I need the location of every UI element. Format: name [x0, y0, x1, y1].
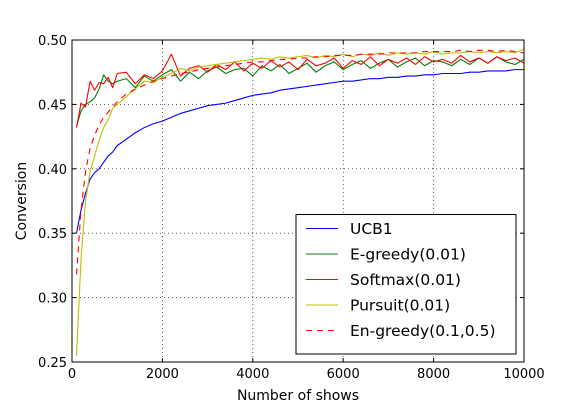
x-tick-label: 4000 [236, 367, 269, 382]
y-tick-label: 0.25 [38, 356, 67, 371]
x-tick-label: 2000 [146, 367, 179, 382]
axis-ticks [71, 39, 525, 363]
legend: UCB1 E-greedy(0.01) Softmax(0.01) Pursuit(0… [295, 214, 517, 355]
series-line-0 [75, 69, 524, 234]
y-tick-label: 0.35 [38, 227, 67, 242]
x-tick-label: 6000 [327, 367, 360, 382]
y-tick-label: 0.50 [38, 34, 67, 49]
x-tick-label: 0 [68, 367, 76, 382]
x-tick-label: 8000 [417, 367, 450, 382]
x-tick-label: 10000 [503, 367, 544, 382]
series-line-4 [75, 49, 525, 275]
legend-label-0: UCB1 [350, 220, 393, 238]
legend-label-2: Softmax(0.01) [350, 271, 461, 289]
plot-area-frame [71, 39, 525, 363]
series-line-1 [75, 56, 525, 127]
legend-label-1: E-greedy(0.01) [350, 246, 466, 264]
x-axis-label: Number of shows [237, 388, 359, 403]
plot-series [75, 48, 525, 356]
series-line-3 [75, 48, 525, 356]
y-axis-label: Conversion [14, 162, 30, 241]
series-line-2 [75, 53, 525, 128]
y-tick-label: 0.40 [38, 163, 67, 178]
x-axis-tick-labels: 0 2000 4000 6000 8000 10000 [68, 367, 545, 382]
y-tick-label: 0.45 [38, 98, 67, 113]
legend-label-4: En-greedy(0.1,0.5) [350, 322, 496, 340]
legend-label-3: Pursuit(0.01) [350, 297, 450, 315]
y-tick-label: 0.30 [38, 292, 67, 307]
y-axis-tick-labels: 0.25 0.30 0.35 0.40 0.45 0.50 [38, 34, 67, 371]
